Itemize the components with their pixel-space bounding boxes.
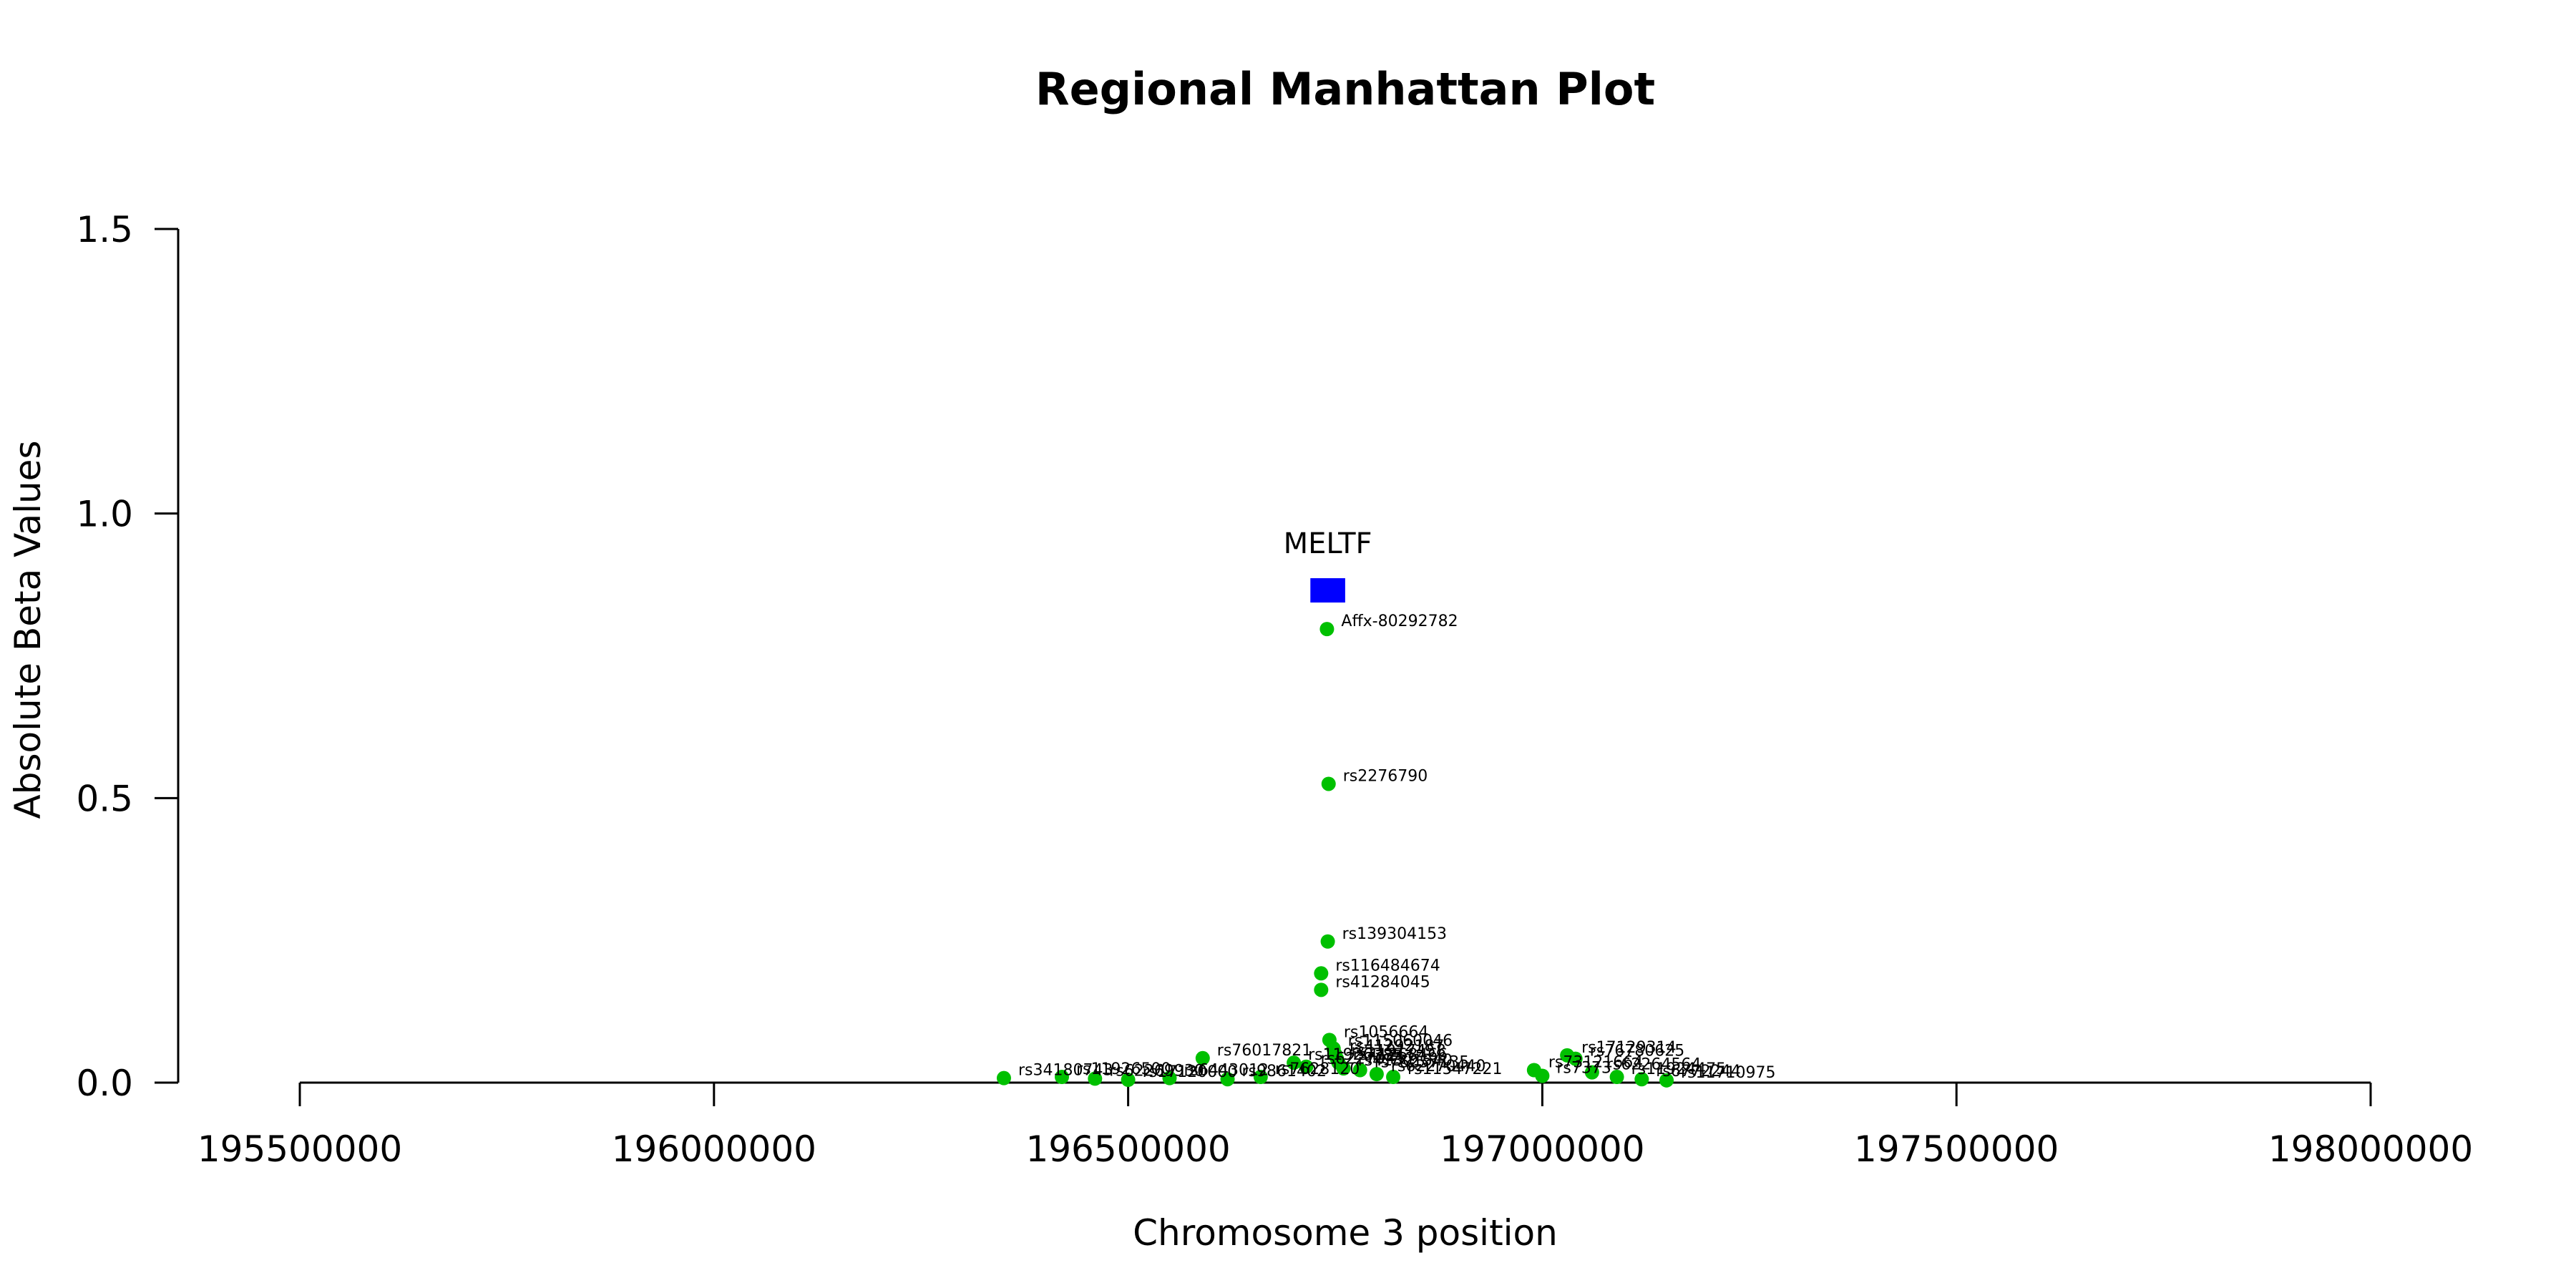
snp-point [1352, 1063, 1367, 1078]
snp-point [1220, 1072, 1235, 1087]
snp-point [1659, 1073, 1674, 1088]
x-tick-label: 196000000 [612, 1128, 816, 1170]
snp-label: rs11924475 [1631, 1060, 1726, 1078]
snp-label: Affx-80292782 [1341, 613, 1458, 630]
y-axis-label: Absolute Beta Values [7, 441, 49, 819]
snp-points [996, 622, 1674, 1088]
snp-label: rs11710975 [1681, 1064, 1775, 1082]
snp-point [1369, 1067, 1384, 1082]
y-ticks: 0.0 0.5 1.0 1.5 [76, 209, 178, 1104]
snp-label: rs76257135 [1375, 1054, 1469, 1072]
snp-label: rs73121664 [1548, 1054, 1643, 1072]
snp-point [1386, 1070, 1401, 1085]
snp-label: rs6443012 [1184, 1062, 1269, 1080]
snp-label: rs115060046 [1348, 1032, 1453, 1050]
snp-point [1162, 1070, 1177, 1085]
snp-point [1535, 1068, 1550, 1083]
x-tick-label: 198000000 [2268, 1128, 2473, 1170]
snp-label: rs41292187 [1350, 1038, 1444, 1055]
snp-label: rs41301540 [1358, 1052, 1453, 1070]
snp-point [1088, 1071, 1103, 1086]
snp-labels: Affx-80292782 rs2276790 rs139304153 rs11648… [1018, 613, 1776, 1082]
snp-label: rs17120000 [1143, 1063, 1237, 1081]
y-tick-label: 1.0 [76, 494, 133, 535]
snp-point [1195, 1050, 1210, 1065]
snp-label: rs41284045 [1335, 973, 1430, 991]
snp-label: rs76780625 [1590, 1043, 1684, 1060]
x-ticks: 195500000 196000000 196500000 197000000 1975… [197, 1083, 2473, 1170]
snp-label: rs139304153 [1342, 925, 1447, 943]
snp-point [1314, 982, 1329, 997]
snp-point [1584, 1065, 1599, 1080]
snp-point [1319, 622, 1335, 637]
snp-label: rs1056664 [1344, 1023, 1429, 1041]
x-axis-label: Chromosome 3 position [1133, 1212, 1558, 1254]
snp-label: rs9861402 [1242, 1063, 1327, 1080]
y-tick-label: 0.0 [76, 1063, 133, 1104]
x-tick-label: 197000000 [1440, 1128, 1644, 1170]
x-tick-label: 196500000 [1025, 1128, 1230, 1170]
snp-label: rs62270452 [1320, 1050, 1415, 1068]
y-tick-label: 0.5 [76, 778, 133, 819]
snp-label: rs62269930 [1109, 1062, 1204, 1080]
snp-point [1314, 966, 1329, 981]
snp-label: rs11926500 [1076, 1060, 1171, 1078]
gene-box-meltf [1310, 578, 1345, 603]
snp-point [1054, 1070, 1069, 1085]
snp-point [1568, 1051, 1583, 1066]
snp-label: rs17129314 [1581, 1039, 1676, 1057]
snp-label: rs6772244 [1656, 1063, 1741, 1080]
gene-layer: MELTF [1284, 527, 1372, 603]
chart-title: Regional Manhattan Plot [1035, 63, 1655, 115]
snp-point [1299, 1059, 1314, 1074]
snp-label: rs11917458 [1351, 1043, 1445, 1060]
snp-point [1287, 1055, 1302, 1070]
snp-label: rs11547221 [1407, 1060, 1502, 1078]
snp-point [996, 1070, 1011, 1085]
snp-label: rs62264564 [1606, 1056, 1701, 1074]
snp-label: rs76017821 [1217, 1042, 1312, 1060]
snp-label: rs116484674 [1335, 957, 1440, 975]
snp-point [1634, 1072, 1649, 1087]
snp-label: rs34180743 [1018, 1062, 1113, 1080]
snp-point [1121, 1073, 1136, 1088]
gene-label: MELTF [1284, 527, 1372, 560]
snp-label: rs62270440 [1391, 1058, 1485, 1075]
snp-point [1321, 776, 1336, 791]
snp-point [1336, 1061, 1351, 1076]
snp-point [1320, 934, 1335, 949]
x-tick-label: 197500000 [1854, 1128, 2059, 1170]
snp-label: rs2276790 [1343, 767, 1428, 785]
snp-label: rs7373 [1556, 1059, 1611, 1077]
snp-point [1253, 1070, 1268, 1085]
snp-label: rs11926385 [1308, 1046, 1402, 1064]
snp-label: rs7628120 [1275, 1060, 1360, 1078]
y-tick-label: 1.5 [76, 209, 133, 250]
snp-point [1609, 1070, 1624, 1085]
x-tick-label: 195500000 [197, 1128, 402, 1170]
snp-label: rs41268466 [1353, 1046, 1448, 1064]
